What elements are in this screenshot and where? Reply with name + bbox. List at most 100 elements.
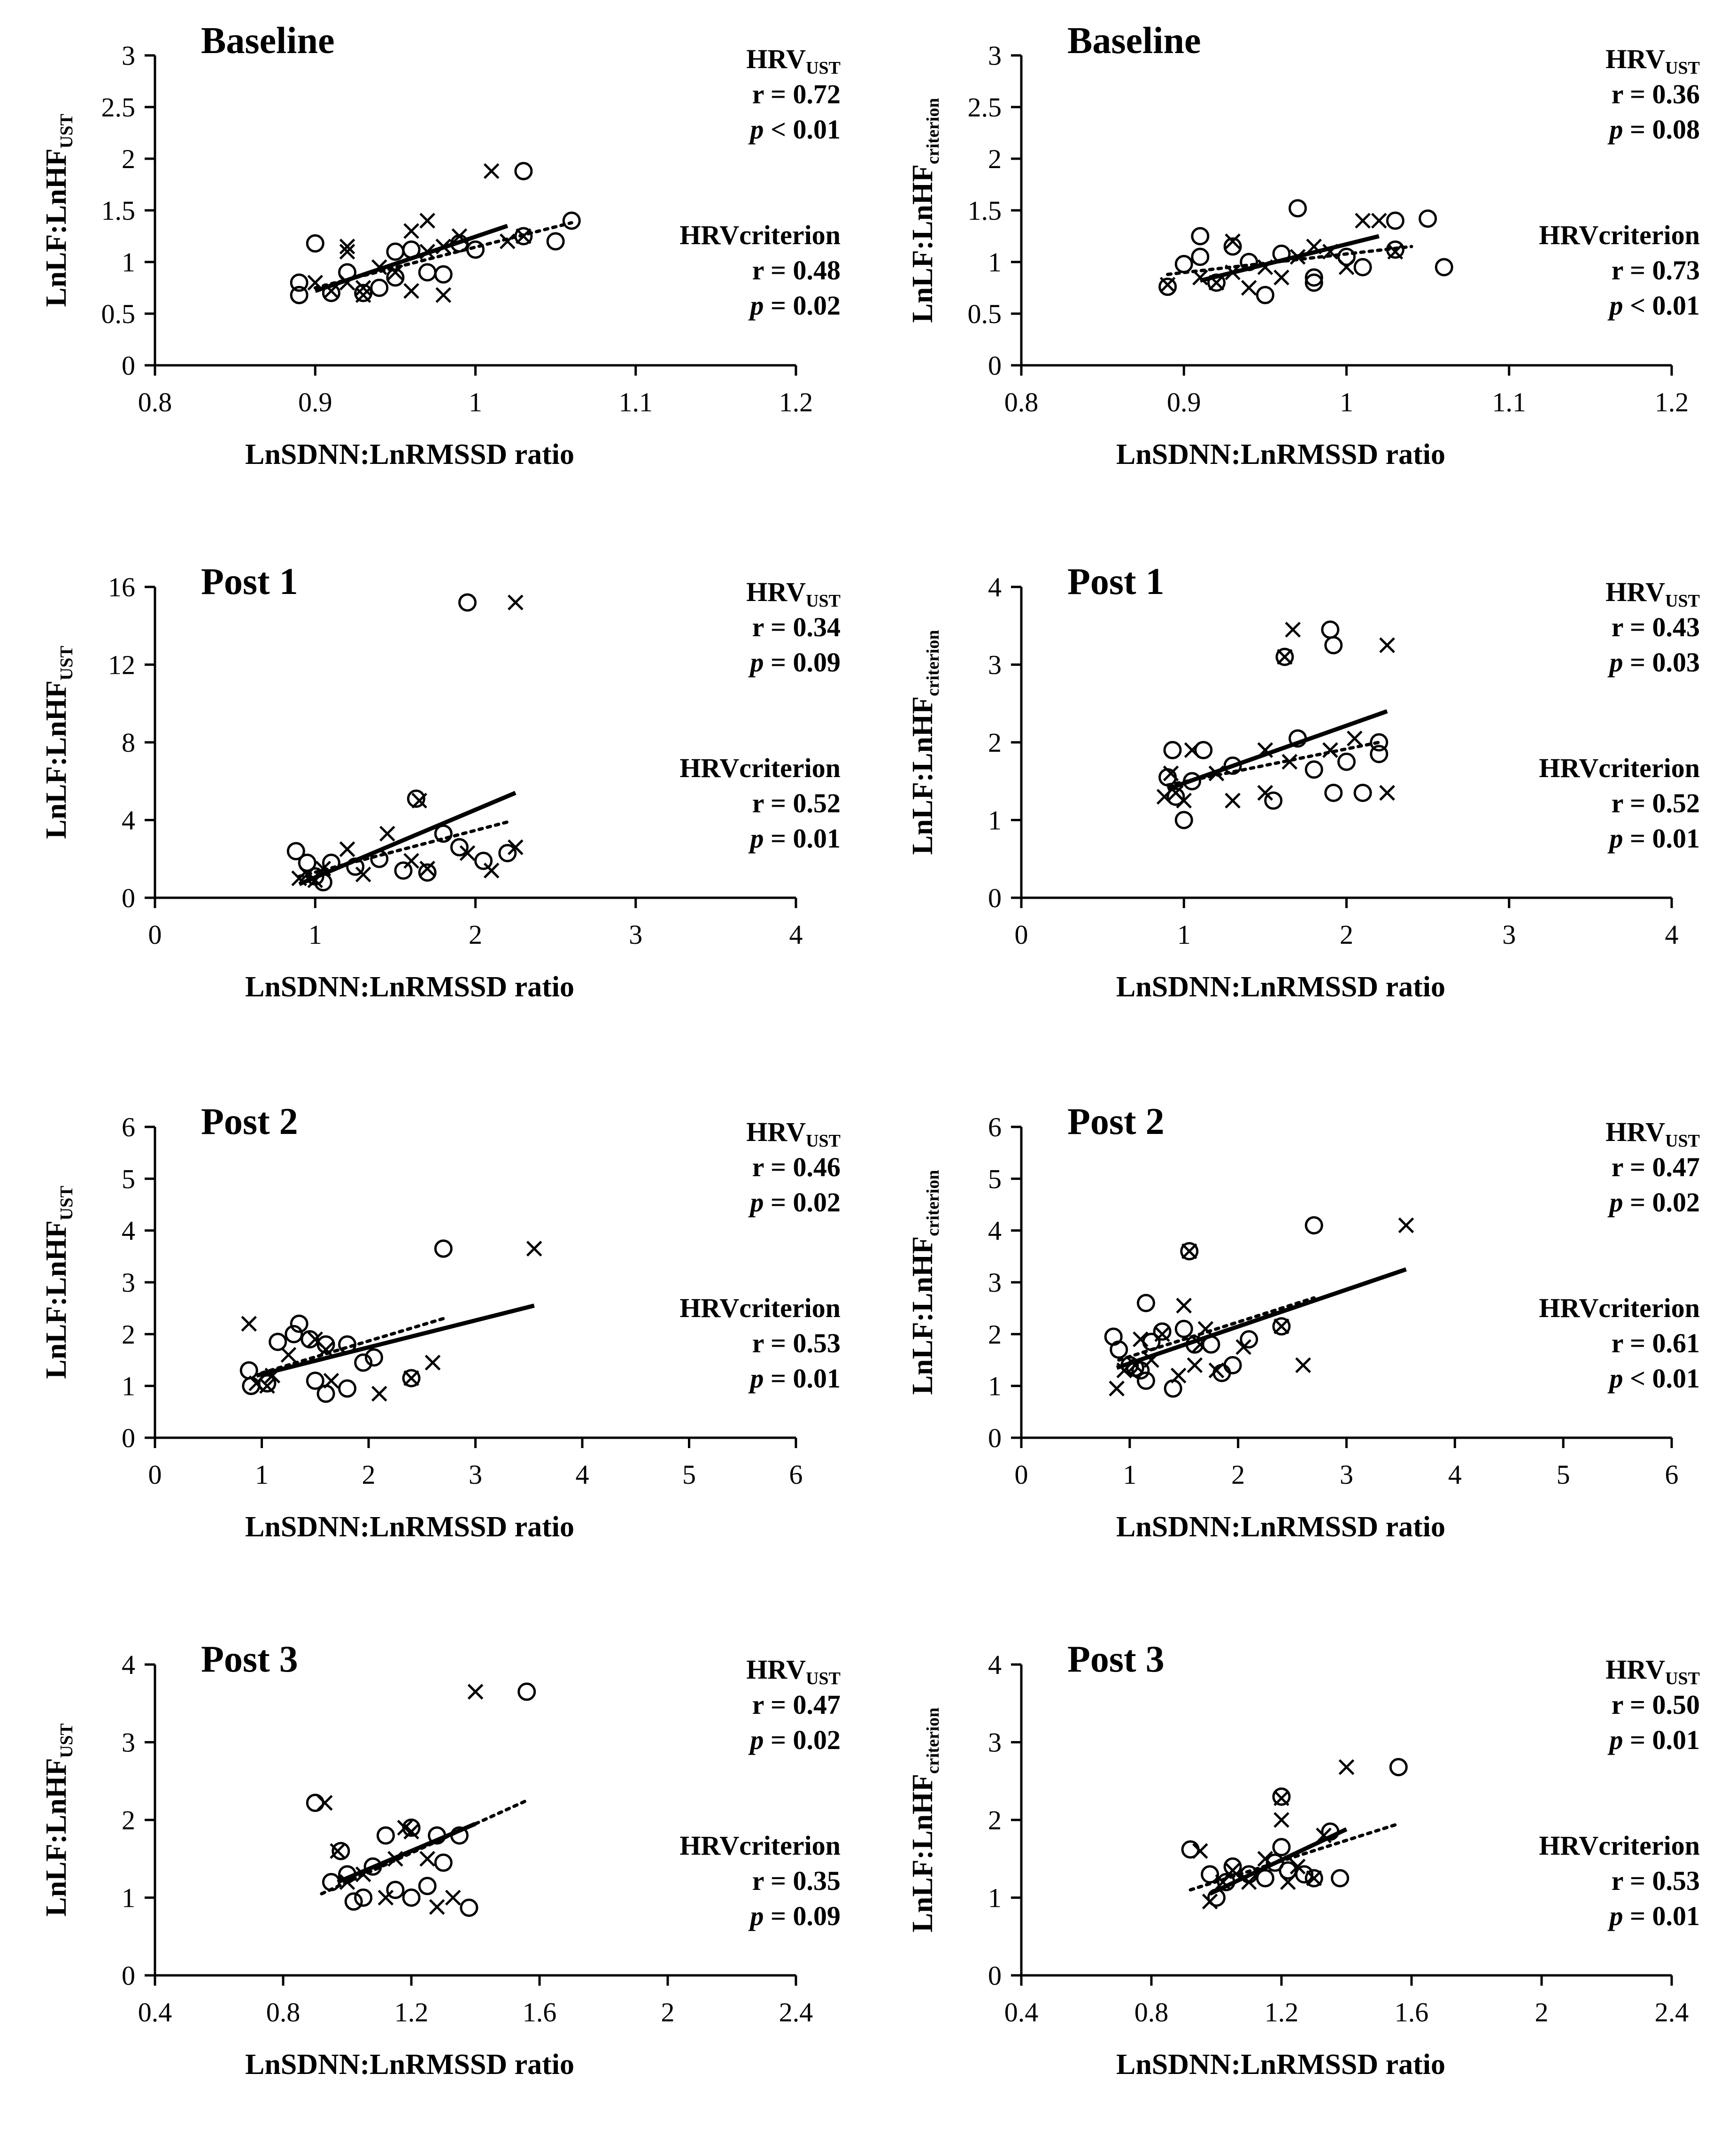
panel-1-y-tick-label: 0 bbox=[122, 350, 135, 381]
panel-4-x-tick-label: 3 bbox=[1502, 919, 1516, 950]
panel-1-circle-marker bbox=[418, 263, 437, 282]
panel-2-circle-marker bbox=[1337, 247, 1356, 266]
panel-6-x-axis-label: LnSDNN:LnRMSSD ratio bbox=[1116, 1511, 1445, 1543]
panel-5-circle-marker bbox=[258, 1374, 277, 1393]
panel-7-cross-marker bbox=[330, 1843, 346, 1859]
panel-4-cross-marker bbox=[1285, 622, 1301, 638]
panel-7-cross-marker bbox=[429, 1899, 445, 1915]
panel-6-circle-marker bbox=[1142, 1333, 1161, 1351]
panel-5-cross-marker bbox=[280, 1347, 297, 1363]
panel-6-x-tick-label: 5 bbox=[1557, 1459, 1570, 1490]
panel-1-x-tick-label: 1.2 bbox=[779, 387, 813, 417]
panel-2-stat-r-1: r = 0.36 bbox=[1612, 79, 1700, 109]
panel-5-fit-line-solid bbox=[256, 1303, 535, 1378]
panel-4-stat-r-1: r = 0.43 bbox=[1612, 612, 1700, 642]
panel-8-series-crosses bbox=[1192, 1759, 1355, 1910]
panel-2-x-tick-label: 1 bbox=[1340, 387, 1353, 417]
panel-4-stat-p-2: p = 0.01 bbox=[1607, 823, 1700, 854]
panel-8-x-tick-label: 1.6 bbox=[1395, 1997, 1429, 2027]
panel-6-circle-marker bbox=[1240, 1330, 1258, 1349]
panel-2-x-tick-label: 0.8 bbox=[1004, 387, 1039, 417]
panel-4-y-tick-label: 4 bbox=[988, 572, 1002, 602]
panel-4-fit-line-solid bbox=[1167, 709, 1388, 791]
panel-4-circle-marker bbox=[1321, 620, 1340, 639]
panel-2-cross-marker bbox=[1273, 270, 1289, 285]
panel-4-circle-marker bbox=[1324, 784, 1343, 802]
panel-6-x-tick-label: 4 bbox=[1448, 1459, 1462, 1490]
panel-2-circle-marker bbox=[1191, 247, 1210, 266]
panel-2-stat-r-2: r = 0.73 bbox=[1612, 255, 1700, 285]
panel-7-cross-marker bbox=[445, 1889, 461, 1906]
panel-6-y-tick-label: 1 bbox=[988, 1371, 1002, 1402]
panel-4-circle-marker bbox=[1223, 756, 1242, 775]
panel-7-circle-marker bbox=[517, 1682, 536, 1701]
panel-3-cross-marker bbox=[508, 839, 524, 856]
panel-1-stat-p-1: p < 0.01 bbox=[748, 114, 841, 145]
panel-1-cross-marker bbox=[435, 239, 452, 254]
panel-1-cross-marker bbox=[483, 163, 500, 179]
panel-2-circle-marker bbox=[1207, 273, 1226, 292]
panel-8-y-tick-label: 1 bbox=[988, 1883, 1002, 1913]
panel-4-cross-marker bbox=[1379, 637, 1395, 653]
panel-1-stat-p-2: p = 0.02 bbox=[748, 290, 841, 321]
panel-5-circle-marker bbox=[338, 1335, 356, 1354]
panel-2-circle-marker bbox=[1174, 254, 1193, 273]
panel-3-circle-marker bbox=[370, 849, 389, 868]
panel-8-circle-marker bbox=[1272, 1787, 1291, 1806]
panel-7-y-axis-label: LnLF:LnHFUST bbox=[40, 1723, 77, 1917]
panel-7-stat-p-2: p = 0.09 bbox=[748, 1901, 841, 1931]
panel-7-stat-label-1: HRVUST bbox=[746, 1654, 841, 1688]
panel-4-circle-marker bbox=[1324, 636, 1343, 655]
panel-8-x-axis-label: LnSDNN:LnRMSSD ratio bbox=[1116, 2049, 1445, 2081]
panel-7: 0 1 2 3 4 0.4 0.8 1.2 1.6 2 2.4 LnSDNN:LnRMSSD rati… bbox=[40, 1639, 841, 2081]
panel-4-circle-marker bbox=[1194, 741, 1213, 760]
panel-3-cross-marker bbox=[459, 845, 476, 861]
panel-6-x-tick-label: 3 bbox=[1340, 1459, 1353, 1490]
panel-8-circle-marker bbox=[1265, 1853, 1284, 1872]
panel-6-x-tick-label: 6 bbox=[1665, 1459, 1679, 1490]
panel-5-x-tick-label: 3 bbox=[469, 1459, 482, 1490]
panel-1-stat-r-1: r = 0.72 bbox=[752, 79, 841, 109]
panel-6-title: Post 2 bbox=[1067, 1101, 1165, 1142]
panel-1-circle-marker bbox=[306, 234, 324, 253]
panel-3-cross-marker bbox=[379, 825, 395, 842]
panel-8-cross-marker bbox=[1289, 1858, 1306, 1875]
panel-1-y-tick-label: 2 bbox=[122, 144, 135, 174]
panel-2-circle-marker bbox=[1223, 237, 1242, 256]
panel-1-x-tick-label: 1 bbox=[469, 387, 482, 417]
panel-5-stat-p-2: p = 0.01 bbox=[748, 1363, 841, 1394]
panel-7-circle-marker bbox=[434, 1853, 453, 1872]
panel-8-circle-marker bbox=[1321, 1822, 1340, 1841]
panel-3-x-tick-label: 4 bbox=[789, 919, 803, 950]
panel-6-circle-marker bbox=[1110, 1340, 1128, 1359]
panel-5-stat-label-2: HRVcriterion bbox=[679, 1293, 841, 1323]
panel-8-cross-marker bbox=[1273, 1812, 1289, 1828]
panel-4-circle-marker bbox=[1264, 791, 1283, 810]
panel-5-x-axis-label: LnSDNN:LnRMSSD ratio bbox=[245, 1511, 574, 1543]
panel-1-y-tick-label: 1 bbox=[122, 247, 135, 277]
panel-4-series-circles bbox=[1158, 620, 1389, 829]
panel-8-circle-marker bbox=[1181, 1840, 1200, 1859]
panel-7-cross-marker bbox=[378, 1889, 394, 1906]
panel-7-cross-marker bbox=[467, 1684, 484, 1700]
panel-1-circle-marker bbox=[386, 242, 405, 261]
panel-3-y-axis-label: LnLF:LnHFUST bbox=[40, 646, 77, 839]
panel-1-fit-line-dotted bbox=[313, 221, 573, 290]
panel-1-y-axis-label: LnLF:LnHFUST bbox=[40, 114, 77, 307]
panel-5-stat-p-1: p = 0.02 bbox=[748, 1187, 841, 1218]
panel-2-cross-marker bbox=[1208, 275, 1225, 291]
panel-8-circle-marker bbox=[1207, 1888, 1226, 1907]
panel-8-cross-marker bbox=[1338, 1759, 1355, 1775]
panel-4-stat-label-2: HRVcriterion bbox=[1539, 753, 1700, 783]
panel-7-circle-marker bbox=[428, 1826, 447, 1845]
panel-3-circle-marker bbox=[346, 857, 365, 876]
panel-2-circle-marker bbox=[1386, 240, 1404, 259]
panel-8-x-tick-label: 0.8 bbox=[1134, 1997, 1169, 2027]
panel-3-circle-marker bbox=[474, 851, 493, 870]
panel-2-circle-marker bbox=[1304, 268, 1323, 287]
panel-4-x-tick-label: 2 bbox=[1340, 919, 1353, 950]
panel-1-cross-marker bbox=[419, 244, 435, 260]
panel-1-circle-marker bbox=[514, 162, 533, 180]
panel-1-circle-marker bbox=[514, 227, 533, 246]
panel-3-stat-r-1: r = 0.34 bbox=[752, 612, 841, 642]
